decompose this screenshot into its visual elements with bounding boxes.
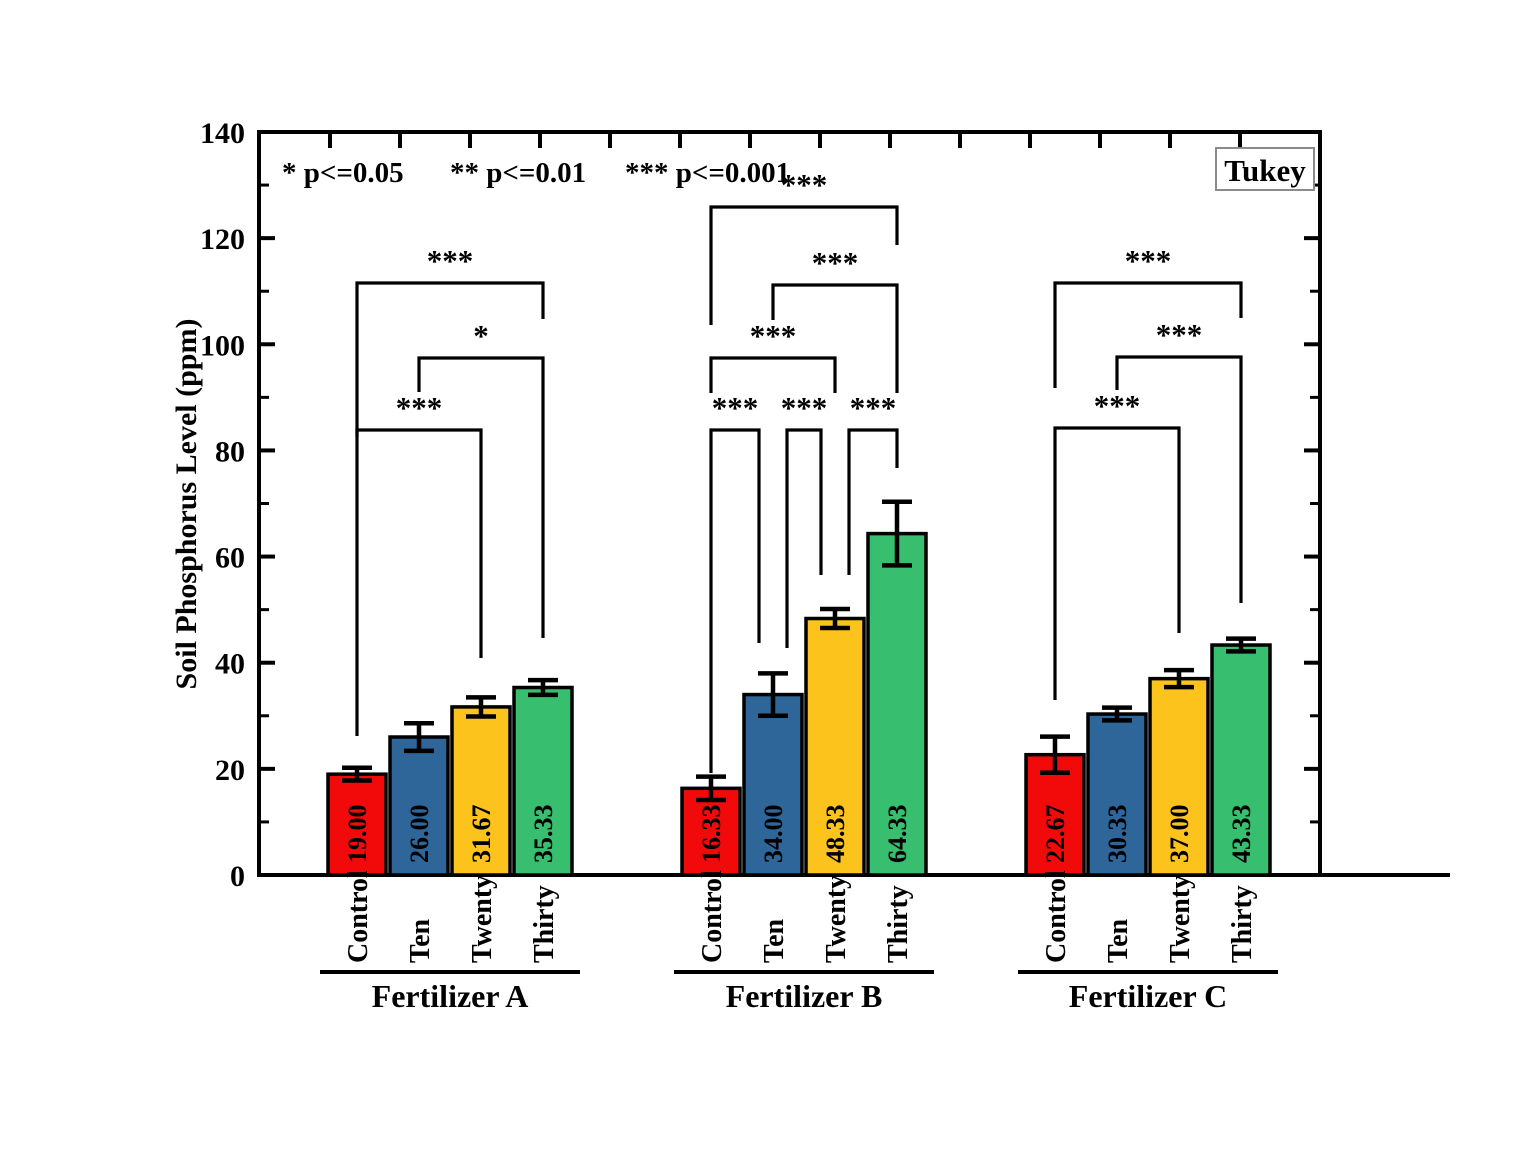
- significance-bracket: [1053, 281, 1243, 388]
- error-bar: [1226, 636, 1256, 654]
- significance-bracket: [709, 205, 899, 325]
- bar-fertilizer-a-twenty[interactable]: [450, 705, 512, 877]
- significance-bracket: [771, 283, 899, 393]
- category-label-ten: Ten: [405, 918, 436, 963]
- error-bars-layer: [342, 499, 1256, 803]
- bar-fertilizer-a-control[interactable]: [326, 772, 388, 877]
- significance-stars: *: [473, 318, 489, 353]
- category-label-ten: Ten: [1103, 918, 1134, 963]
- category-label-control: Control: [343, 870, 374, 963]
- error-bar: [1164, 667, 1194, 690]
- bar-value-label: 22.67: [1041, 805, 1070, 864]
- significance-bracket: [417, 356, 545, 638]
- group-label-fertilizer-a: Fertilizer A: [372, 978, 529, 1014]
- y-tick-label: 80: [215, 435, 245, 468]
- bar-value-label: 35.33: [529, 805, 558, 864]
- bar-value-labels: 19.00 26.00 31.67 35.33 16.33 34.00 48.33 64.33…: [343, 805, 1256, 864]
- significance-bracket: [355, 428, 483, 736]
- significance-stars: ***: [712, 390, 759, 425]
- bar-value-label: 64.33: [883, 805, 912, 864]
- error-bar: [758, 671, 788, 719]
- significance-bracket: [785, 428, 823, 648]
- bar-value-label: 30.33: [1103, 805, 1132, 864]
- significance-stars: ***: [850, 390, 897, 425]
- significance-stars: ***: [396, 390, 443, 425]
- group-label-fertilizer-c: Fertilizer C: [1069, 978, 1227, 1014]
- error-bar: [342, 765, 372, 783]
- key-two-star: ** p<=0.01: [450, 157, 586, 189]
- y-tick-label: 60: [215, 542, 245, 575]
- tukey-label: Tukey: [1224, 153, 1306, 188]
- key-three-star: *** p<=0.001: [625, 157, 790, 189]
- y-axis: 0 20 40 60 80 100 120 140: [200, 117, 1320, 893]
- error-bar: [1040, 734, 1070, 775]
- significance-bracket: [1053, 426, 1181, 700]
- bar-fertilizer-b-thirty[interactable]: [866, 531, 928, 877]
- bar-fertilizer-c-twenty[interactable]: [1148, 676, 1210, 877]
- bars-layer: [326, 531, 1272, 877]
- significance-bracket: [847, 428, 899, 575]
- y-axis-title: Soil Phosphorus Level (ppm): [170, 319, 203, 690]
- bar-fertilizer-b-ten[interactable]: [742, 692, 804, 877]
- significance-stars: ***: [781, 390, 828, 425]
- group-labels: Fertilizer A Fertilizer B Fertilizer C: [320, 970, 1278, 1014]
- error-bar: [820, 606, 850, 631]
- error-bar: [528, 677, 558, 698]
- y-tick-label: 140: [200, 117, 245, 150]
- significance-bracket: [1115, 355, 1243, 603]
- y-tick-label: 0: [230, 860, 245, 893]
- bar-value-label: 31.67: [467, 805, 496, 864]
- bar-value-label: 48.33: [821, 805, 850, 864]
- category-label-twenty: Twenty: [467, 875, 498, 963]
- group-label-fertilizer-b: Fertilizer B: [726, 978, 883, 1014]
- error-bar: [882, 499, 912, 568]
- bar-value-label: 19.00: [343, 805, 372, 864]
- significance-stars: ***: [1094, 388, 1141, 423]
- bar-fertilizer-a-thirty[interactable]: [512, 685, 574, 877]
- significance-bracket: [709, 356, 837, 393]
- y-tick-label: 40: [215, 648, 245, 681]
- category-label-twenty: Twenty: [821, 875, 852, 963]
- significance-brackets: ******************* *** ************: [355, 167, 1243, 773]
- significance-bracket: [355, 281, 545, 437]
- significance-stars: ***: [750, 318, 797, 353]
- significance-stars: ***: [781, 167, 828, 202]
- bar-value-label: 43.33: [1227, 805, 1256, 864]
- significance-bracket: [709, 428, 761, 773]
- significance-stars: ***: [1156, 317, 1203, 352]
- bar-value-label: 37.00: [1165, 805, 1194, 864]
- bar-value-label: 16.33: [697, 805, 726, 864]
- bar-fertilizer-b-control[interactable]: [680, 786, 742, 877]
- y-tick-label: 20: [215, 754, 245, 787]
- significance-key: * p<=0.05 ** p<=0.01 *** p<=0.001: [282, 157, 790, 189]
- tukey-badge: Tukey: [1215, 147, 1315, 191]
- error-bar: [466, 695, 496, 719]
- error-bar: [1102, 705, 1132, 723]
- significance-stars: ***: [1125, 243, 1172, 278]
- significance-stars: ***: [812, 245, 859, 280]
- category-label-control: Control: [697, 870, 728, 963]
- bar-value-label: 34.00: [759, 805, 788, 864]
- significance-stars: ***: [427, 243, 474, 278]
- category-label-ten: Ten: [759, 918, 790, 963]
- category-label-thirty: Thirty: [1227, 885, 1258, 963]
- key-one-star: * p<=0.05: [282, 157, 404, 189]
- category-label-twenty: Twenty: [1165, 875, 1196, 963]
- category-label-thirty: Thirty: [529, 885, 560, 963]
- error-bar: [404, 720, 434, 754]
- error-bar: [696, 774, 726, 803]
- tukey-box: [1215, 147, 1315, 191]
- y-tick-label: 100: [200, 329, 245, 362]
- category-label-thirty: Thirty: [883, 885, 914, 963]
- bar-value-label: 26.00: [405, 805, 434, 864]
- bar-fertilizer-a-ten[interactable]: [388, 735, 450, 877]
- y-tick-label: 120: [200, 223, 245, 256]
- category-labels: Control Ten Twenty Thirty Control Ten Twenty Th…: [343, 870, 1258, 963]
- category-label-control: Control: [1041, 870, 1072, 963]
